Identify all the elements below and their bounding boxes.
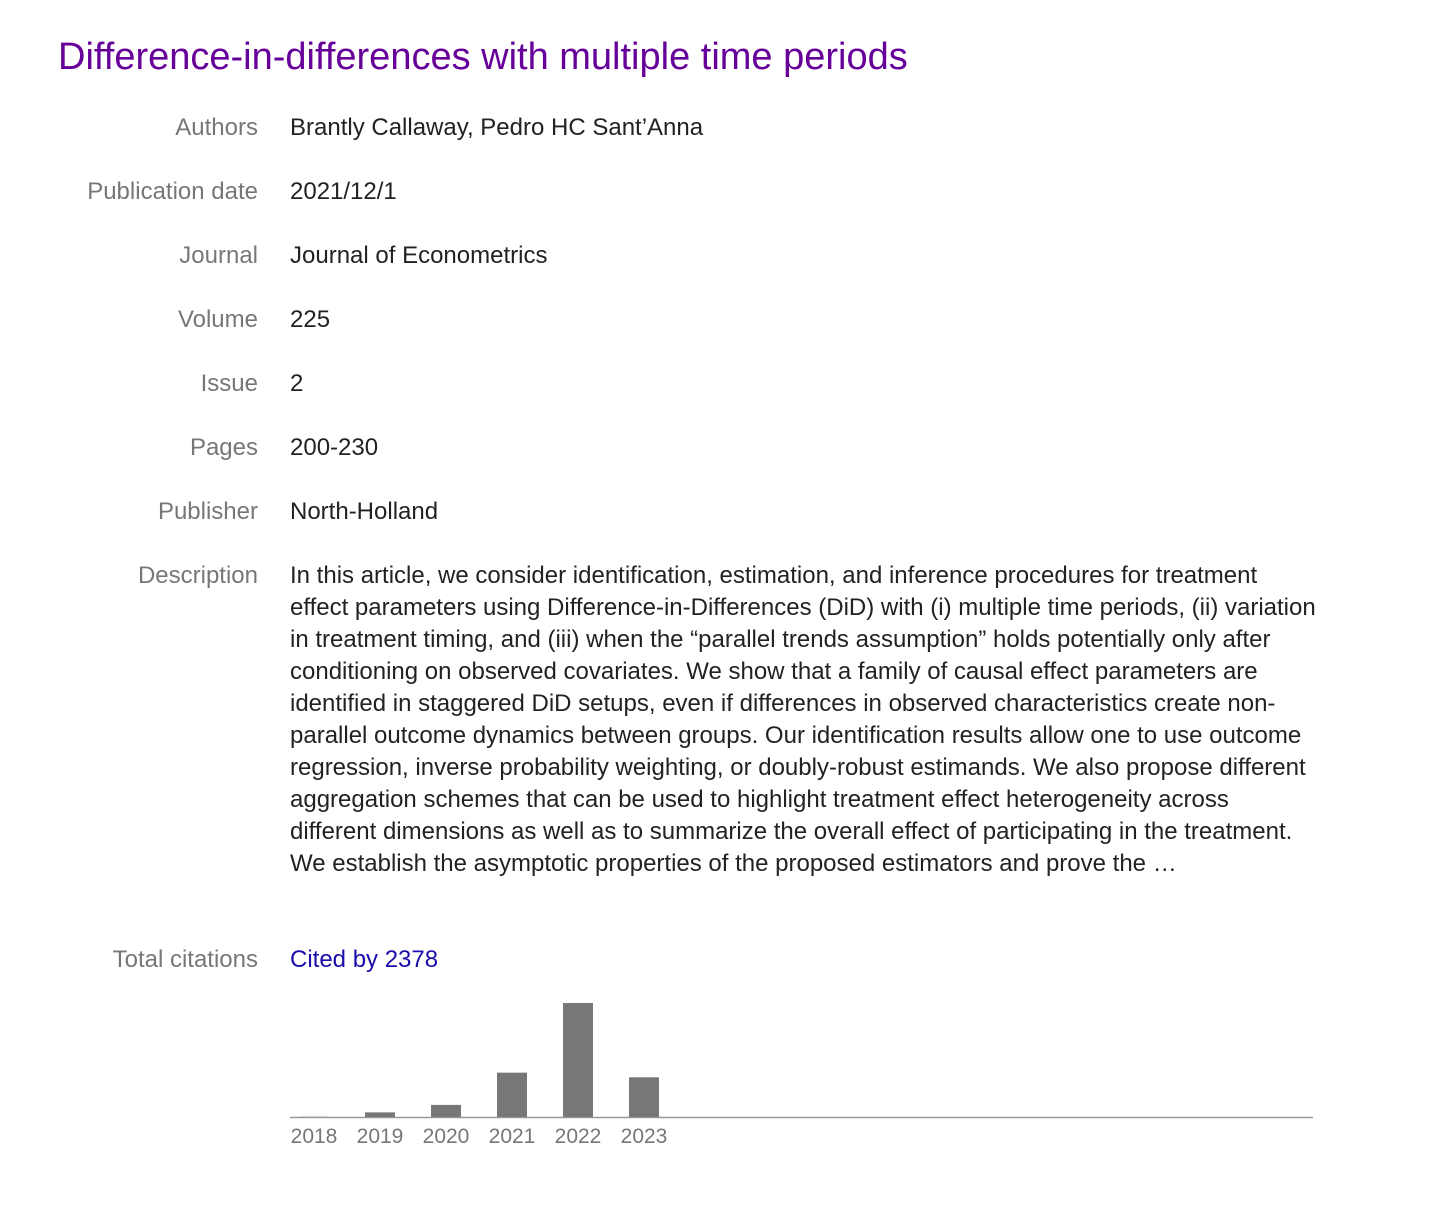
- description-label: Description: [137, 562, 258, 589]
- year-label-2018: 2018: [291, 1125, 338, 1148]
- journal-label: Journal: [179, 242, 258, 269]
- cited-by-container: Cited by 2378: [290, 944, 438, 976]
- pages-value: 200-230: [290, 434, 379, 461]
- journal-value: Journal of Econometrics: [290, 242, 548, 269]
- citation-bar-2022[interactable]: [563, 1003, 593, 1117]
- citation-bar-2019[interactable]: [365, 1112, 395, 1117]
- year-label-2021: 2021: [489, 1125, 536, 1148]
- year-label-2020: 2020: [423, 1125, 470, 1148]
- description-text: In this article, we consider identificat…: [290, 562, 1316, 877]
- publication-date-label: Publication date: [87, 178, 258, 205]
- citation-bar-2023[interactable]: [629, 1077, 659, 1117]
- authors-label: Authors: [175, 114, 258, 141]
- issue-value: 2: [290, 370, 304, 397]
- publication-date-value: 2021/12/1: [290, 178, 397, 205]
- article-title-link[interactable]: Difference-in-differences with multiple …: [58, 36, 908, 78]
- authors-value: Brantly Callaway, Pedro HC Sant’Anna: [290, 114, 704, 141]
- total-citations-label: Total citations: [112, 946, 258, 973]
- year-label-2019: 2019: [357, 1125, 404, 1148]
- publisher-value: North-Holland: [290, 498, 439, 525]
- issue-label: Issue: [200, 370, 258, 397]
- year-label-2023: 2023: [621, 1125, 668, 1148]
- volume-label: Volume: [177, 306, 258, 333]
- citation-bar-2021[interactable]: [497, 1072, 527, 1117]
- volume-value: 225: [290, 306, 331, 333]
- citation-bar-2020[interactable]: [431, 1104, 461, 1117]
- cited-by-link[interactable]: Cited by 2378: [290, 946, 439, 973]
- year-label-2022: 2022: [555, 1125, 602, 1148]
- citations-bar-chart: 2018 2019 2020 2021 2022 2023: [290, 1003, 1313, 1148]
- pages-label: Pages: [189, 434, 258, 461]
- publisher-label: Publisher: [157, 498, 258, 525]
